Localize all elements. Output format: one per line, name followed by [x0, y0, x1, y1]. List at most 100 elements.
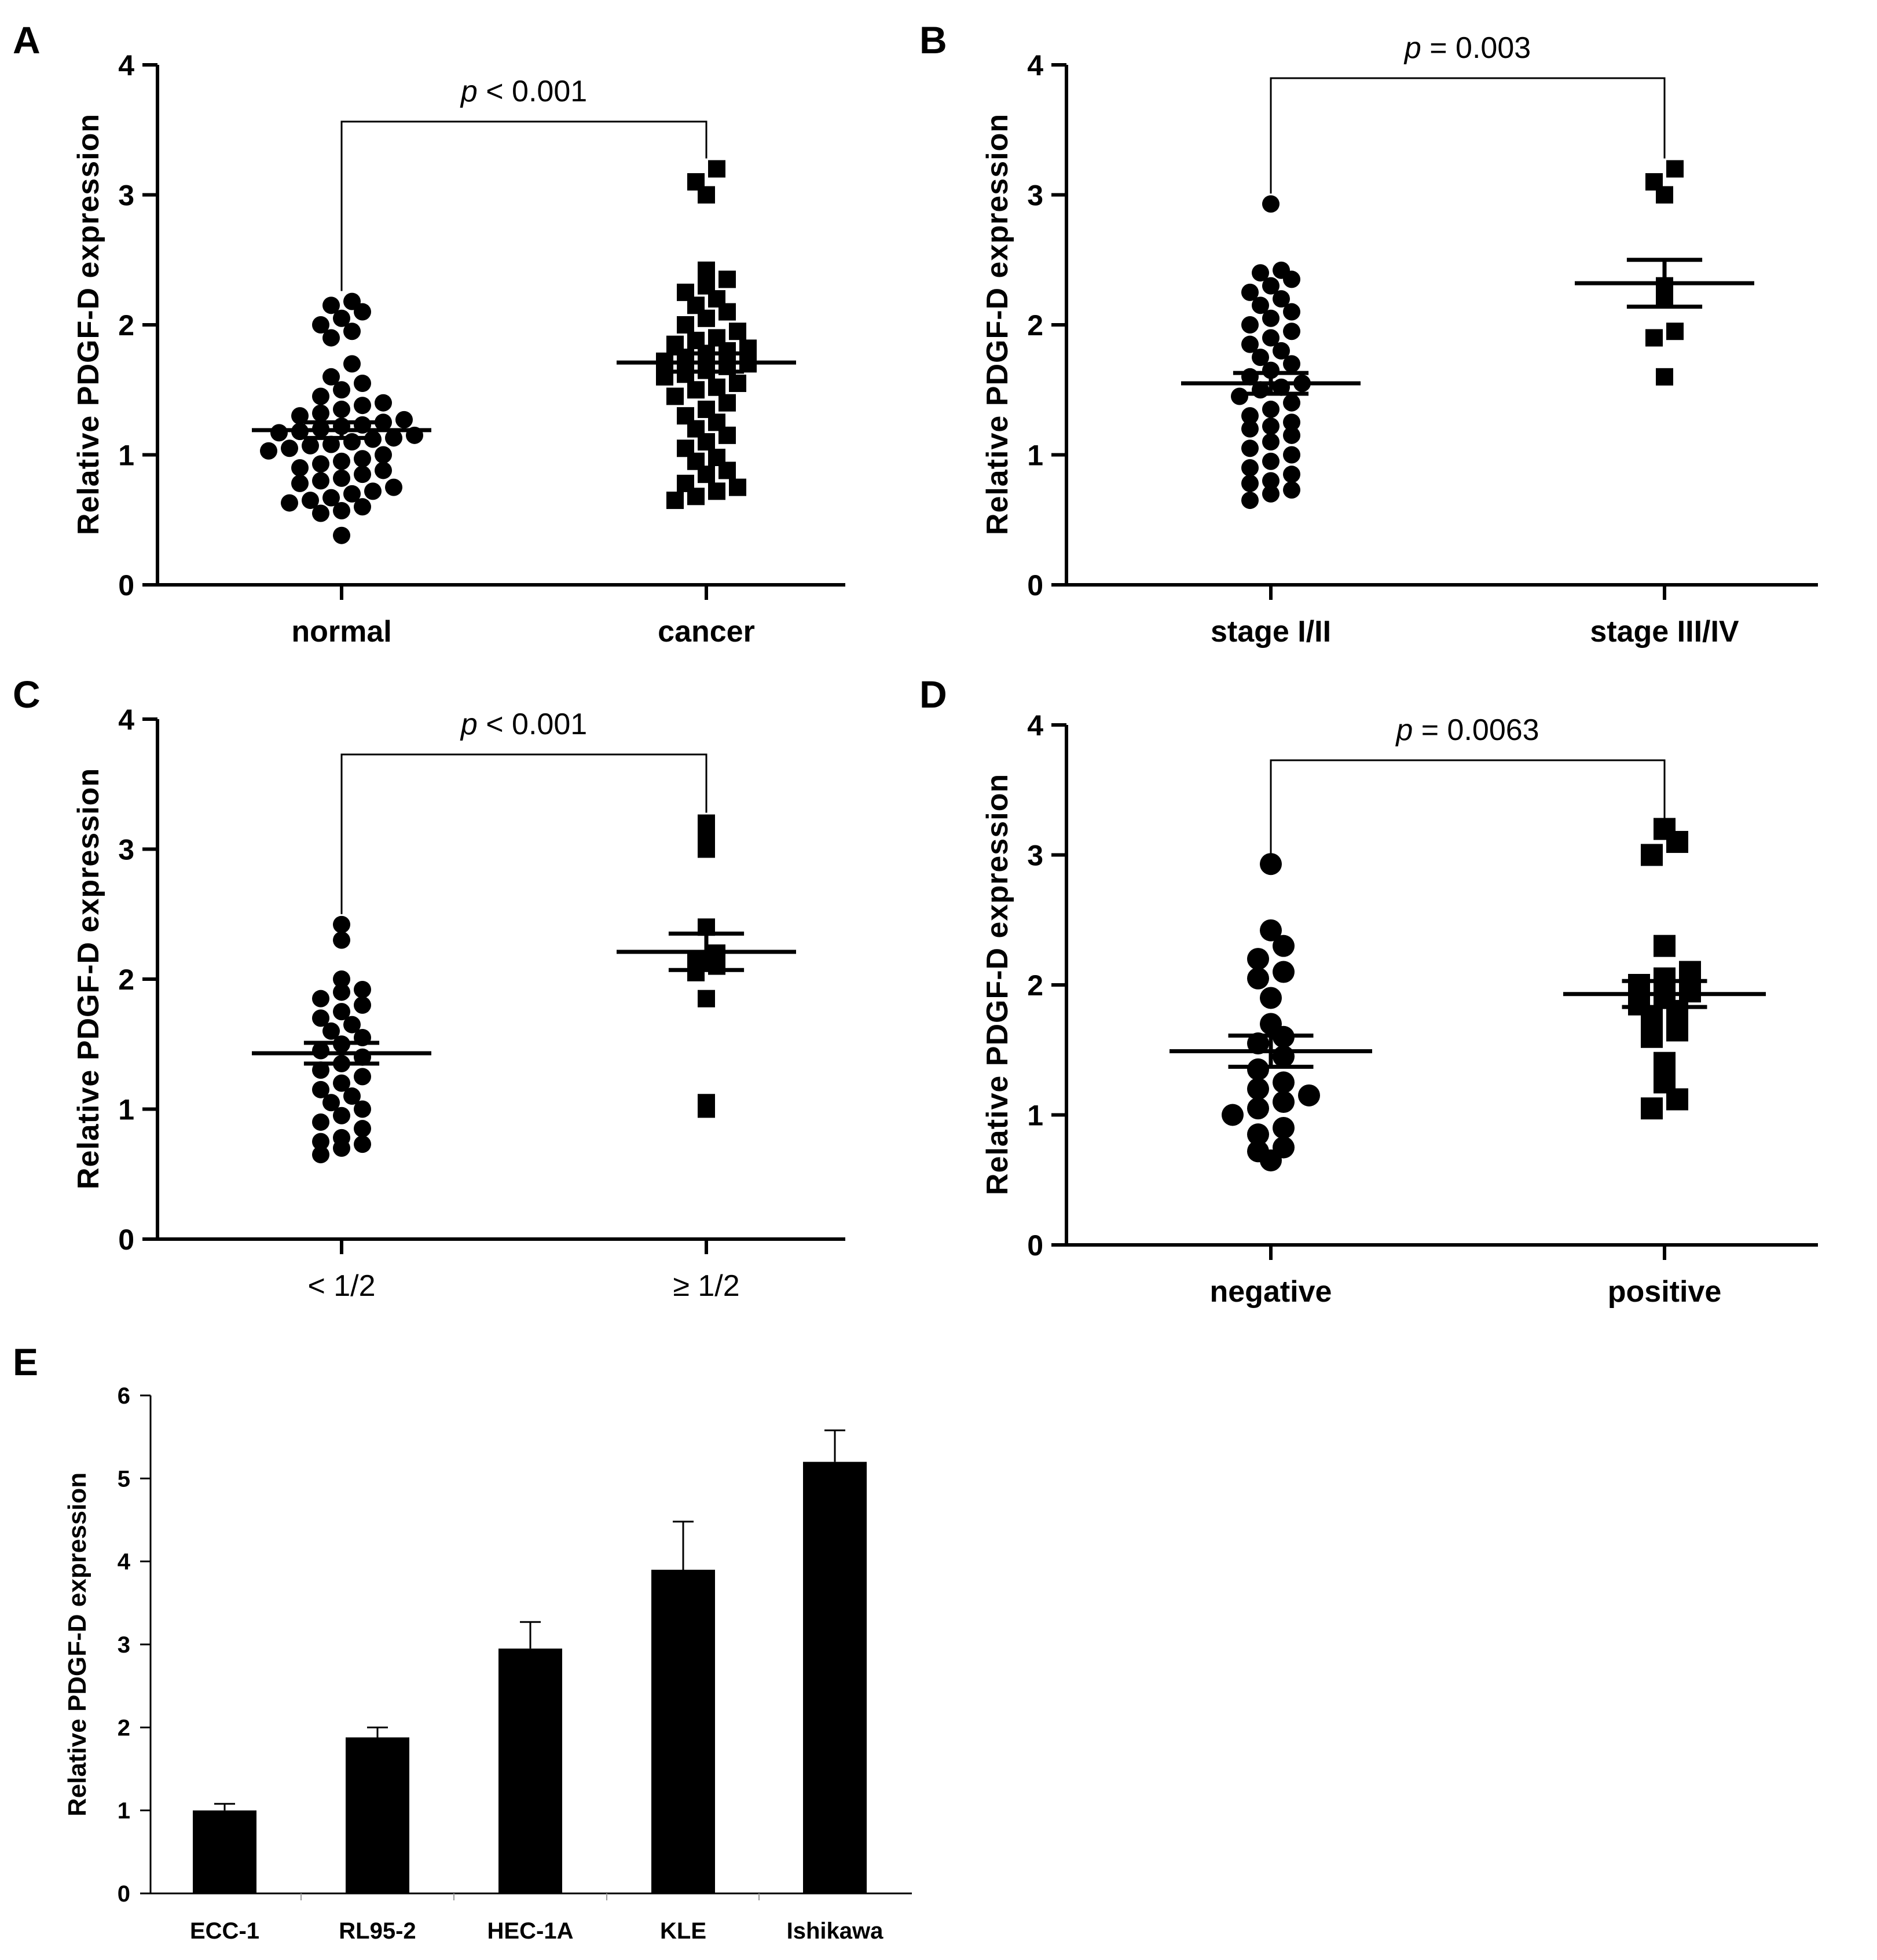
data-point-circle	[333, 983, 350, 1001]
data-point-circle	[1247, 1078, 1269, 1100]
data-point-circle	[1260, 987, 1282, 1009]
data-point-square	[718, 394, 736, 412]
data-point-circle	[375, 461, 392, 479]
data-point-circle	[1222, 1104, 1244, 1126]
data-point-circle	[333, 1003, 350, 1021]
data-point-circle	[1262, 195, 1280, 213]
data-point-circle	[1247, 1058, 1269, 1080]
bars	[193, 1429, 867, 1893]
data-point-circle	[322, 1022, 340, 1040]
data-point-circle	[333, 526, 350, 544]
data-point-square	[698, 1100, 715, 1118]
data-point-square	[708, 160, 725, 178]
data-point-circle	[354, 466, 371, 483]
data-point-square	[1666, 1088, 1688, 1111]
y-tick-label: 3	[118, 1632, 130, 1658]
x-category-label: ECC-1	[190, 1918, 259, 1944]
data-point-circle	[322, 489, 340, 507]
y-axis-label: Relative PDGF-D expression	[63, 1472, 91, 1816]
data-point-circle	[312, 1080, 329, 1098]
data-point-circle	[322, 368, 340, 386]
data-point-circle	[312, 316, 329, 334]
y-tick-label: 0	[1027, 569, 1043, 602]
bar	[193, 1810, 256, 1893]
y-ticks: 0 1 2 3 4 5 6	[118, 1383, 131, 1907]
data-point-circle	[1262, 417, 1280, 435]
x-category-label: stage III/IV	[1590, 615, 1739, 649]
y-tick-label: 3	[1027, 179, 1043, 212]
data-point-circle	[302, 492, 319, 510]
data-point-square	[718, 303, 736, 321]
data-point-circle	[291, 459, 309, 477]
data-point-square	[698, 466, 715, 483]
data-point-square	[1654, 935, 1676, 957]
data-point-circle	[333, 1107, 350, 1124]
p-symbol: p	[1403, 31, 1421, 65]
data-point-square	[1666, 999, 1688, 1022]
data-point-circle	[312, 1146, 329, 1164]
data-point-square	[1666, 323, 1684, 340]
data-point-square	[718, 426, 736, 444]
y-tick-label: 0	[118, 569, 134, 602]
data-point-square	[698, 261, 715, 279]
data-point-circle	[1241, 283, 1259, 301]
data-point-circle	[291, 474, 309, 492]
data-point-circle	[1252, 264, 1269, 282]
data-point-circle	[1283, 446, 1300, 464]
data-point-circle	[354, 1120, 371, 1138]
data-point-square	[1656, 368, 1673, 386]
data-point-square	[687, 488, 705, 505]
data-point-circle	[1241, 474, 1259, 492]
y-tick-label: 2	[118, 1715, 130, 1741]
data-point-square	[677, 316, 694, 334]
data-point-circle	[1273, 290, 1290, 308]
data-point-circle	[1241, 335, 1259, 353]
data-point-circle	[1252, 296, 1269, 314]
data-point-circle	[1283, 413, 1300, 431]
data-point-circle	[333, 452, 350, 470]
data-point-square	[687, 381, 705, 399]
p-value-text: = 0.0063	[1413, 713, 1539, 747]
data-point-square	[1641, 1097, 1663, 1120]
significance-bracket	[1270, 759, 1666, 854]
data-point-circle	[312, 404, 329, 422]
y-ticks: 0 1 2 3 4	[118, 704, 134, 1256]
data-points	[252, 160, 796, 544]
data-point-circle	[333, 931, 350, 949]
p-symbol: p	[460, 708, 478, 741]
bar	[346, 1737, 409, 1893]
data-point-square	[698, 309, 715, 327]
data-point-circle	[1273, 342, 1290, 360]
data-point-circle	[1247, 967, 1269, 990]
data-point-circle	[1241, 407, 1259, 425]
data-point-circle	[302, 437, 319, 455]
data-point-circle	[354, 397, 371, 415]
data-point-circle	[1241, 420, 1259, 438]
x-category-label: stage I/II	[1211, 615, 1331, 649]
data-point-circle	[1247, 948, 1269, 970]
p-symbol: p	[1395, 713, 1413, 747]
data-point-circle	[1241, 316, 1259, 334]
data-point-square	[1641, 1006, 1663, 1029]
data-point-square	[718, 342, 736, 360]
data-point-square	[666, 387, 684, 405]
data-point-circle	[291, 407, 309, 425]
data-point-square	[687, 963, 705, 981]
y-tick-label: 1	[118, 1094, 134, 1126]
data-point-circle	[1260, 1149, 1282, 1172]
y-tick-label: 3	[1027, 840, 1043, 872]
data-point-circle	[312, 1009, 329, 1027]
data-point-square	[1654, 1052, 1676, 1074]
data-point-circle	[333, 970, 350, 988]
data-point-circle	[1262, 400, 1280, 418]
data-point-circle	[333, 1139, 350, 1157]
data-point-circle	[1262, 472, 1280, 490]
panel-letter-d: D	[919, 673, 947, 716]
p-symbol: p	[460, 75, 478, 108]
data-point-circle	[1283, 270, 1300, 288]
data-point-square	[708, 482, 725, 500]
x-category-label: KLE	[660, 1918, 706, 1944]
y-tick-label: 3	[118, 179, 134, 212]
y-axis-label: Relative PDGF-D expression	[72, 113, 105, 535]
data-point-circle	[1262, 433, 1280, 451]
